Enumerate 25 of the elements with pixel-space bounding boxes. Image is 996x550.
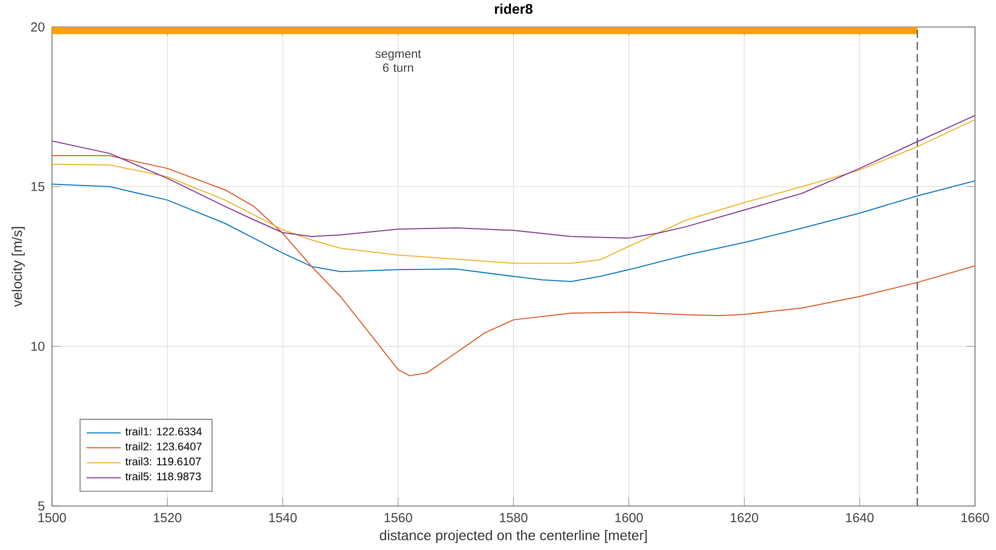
x-tick-label: 1660 [962,513,989,522]
line-series [52,119,975,264]
y-axis-title: velocity [m/s] [12,227,25,307]
x-tick-label: 1580 [500,513,528,522]
x-tick-label: 1620 [730,513,758,522]
legend-label: trail1: 122.6334 [125,427,202,436]
x-tick-label: 1640 [846,513,874,522]
y-tick-label: 15 [31,182,44,192]
line-series [52,114,975,239]
x-axis-title: distance projected on the centerline [meter] [380,530,647,544]
y-tick-label: 5 [38,501,44,511]
x-tick-label: 1520 [154,513,182,522]
x-tick-label: 1540 [269,513,297,522]
x-tick-label: 1560 [384,513,412,522]
x-tick-label: 1600 [615,513,643,522]
line-series [52,180,975,282]
annotation: segment 6 turn [375,50,422,72]
legend-label: trail3: 119.6107 [125,457,201,466]
line-series [52,155,975,376]
y-tick-label: 20 [31,22,44,32]
x-tick-label: 1500 [38,513,66,522]
chart-title: rider8 [494,4,533,14]
legend-label: trail2: 123.6407 [125,442,202,450]
y-tick-label: 10 [31,342,44,351]
legend-label: trail5: 118.9873 [125,472,201,480]
